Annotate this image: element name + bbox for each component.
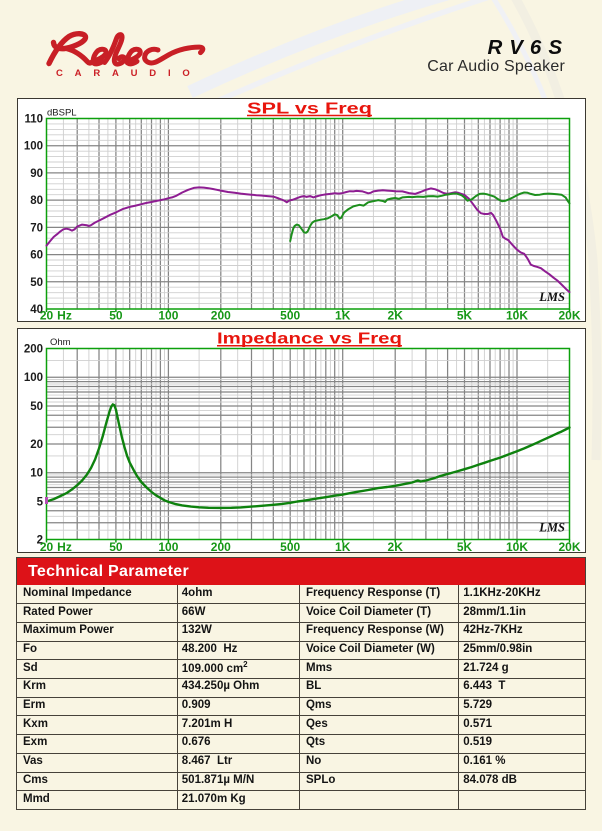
svg-text:Hz: Hz [57, 308, 72, 320]
svg-text:1K: 1K [335, 539, 351, 550]
svg-text:100: 100 [24, 140, 43, 152]
svg-text:40: 40 [30, 304, 43, 316]
svg-text:60: 60 [30, 249, 43, 261]
svg-text:20: 20 [40, 539, 54, 550]
svg-text:20: 20 [30, 439, 43, 451]
svg-text:5K: 5K [457, 539, 473, 550]
svg-text:10: 10 [30, 467, 43, 479]
svg-text:Impedance vs Freq: Impedance vs Freq [217, 330, 402, 347]
svg-text:50: 50 [109, 539, 123, 550]
svg-text:50: 50 [109, 308, 123, 320]
svg-text:2: 2 [37, 534, 43, 546]
svg-text:70: 70 [30, 222, 43, 234]
svg-text:2K: 2K [388, 539, 404, 550]
svg-text:500: 500 [280, 308, 300, 320]
svg-text:100: 100 [158, 308, 178, 320]
svg-text:Ohm: Ohm [50, 337, 71, 348]
svg-text:110: 110 [24, 113, 43, 125]
svg-text:200: 200 [211, 539, 231, 550]
svg-text:2K: 2K [388, 308, 404, 320]
svg-text:50: 50 [30, 401, 43, 413]
svg-text:20: 20 [40, 308, 54, 320]
svg-text:80: 80 [30, 195, 43, 207]
svg-text:100: 100 [24, 372, 43, 384]
svg-text:20K: 20K [558, 539, 580, 550]
svg-text:20K: 20K [558, 308, 580, 320]
svg-text:500: 500 [280, 539, 300, 550]
svg-text:200: 200 [24, 343, 43, 355]
svg-text:Hz: Hz [57, 539, 72, 550]
svg-text:1K: 1K [335, 308, 351, 320]
svg-text:LMS: LMS [538, 520, 565, 534]
svg-text:90: 90 [30, 167, 43, 179]
svg-text:10K: 10K [506, 308, 528, 320]
svg-text:50: 50 [30, 276, 43, 288]
svg-text:5K: 5K [457, 308, 473, 320]
svg-text:dBSPL: dBSPL [47, 107, 77, 118]
svg-text:100: 100 [158, 539, 178, 550]
svg-text:10K: 10K [506, 539, 528, 550]
svg-text:SPL vs Freq: SPL vs Freq [247, 100, 372, 117]
svg-text:LMS: LMS [538, 290, 565, 304]
svg-text:200: 200 [211, 308, 231, 320]
svg-text:5: 5 [37, 496, 44, 508]
